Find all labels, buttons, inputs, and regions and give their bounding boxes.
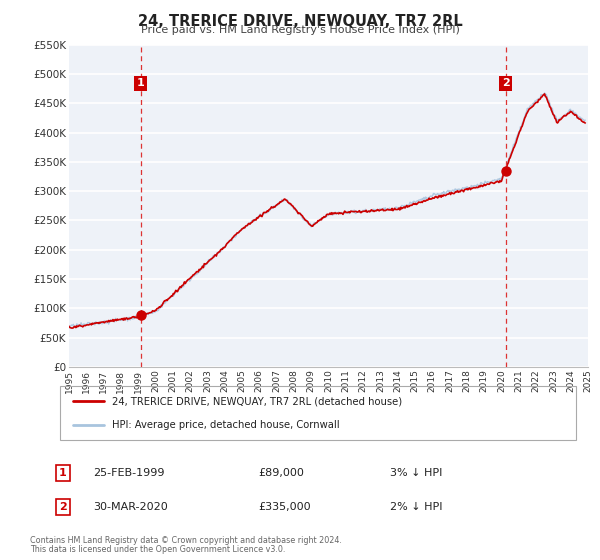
Text: Price paid vs. HM Land Registry's House Price Index (HPI): Price paid vs. HM Land Registry's House … [140,25,460,35]
Text: 3% ↓ HPI: 3% ↓ HPI [390,468,442,478]
Text: This data is licensed under the Open Government Licence v3.0.: This data is licensed under the Open Gov… [30,545,286,554]
Text: 30-MAR-2020: 30-MAR-2020 [93,502,168,512]
Text: 24, TRERICE DRIVE, NEWQUAY, TR7 2RL: 24, TRERICE DRIVE, NEWQUAY, TR7 2RL [137,14,463,29]
Text: HPI: Average price, detached house, Cornwall: HPI: Average price, detached house, Corn… [112,419,339,430]
Text: 24, TRERICE DRIVE, NEWQUAY, TR7 2RL (detached house): 24, TRERICE DRIVE, NEWQUAY, TR7 2RL (det… [112,396,402,407]
Text: 2: 2 [502,78,510,88]
Text: 2: 2 [59,502,67,512]
Text: 1: 1 [59,468,67,478]
Text: 1: 1 [137,78,145,88]
Text: £89,000: £89,000 [258,468,304,478]
Text: 25-FEB-1999: 25-FEB-1999 [93,468,164,478]
Text: 2% ↓ HPI: 2% ↓ HPI [390,502,443,512]
Text: Contains HM Land Registry data © Crown copyright and database right 2024.: Contains HM Land Registry data © Crown c… [30,536,342,545]
Text: £335,000: £335,000 [258,502,311,512]
